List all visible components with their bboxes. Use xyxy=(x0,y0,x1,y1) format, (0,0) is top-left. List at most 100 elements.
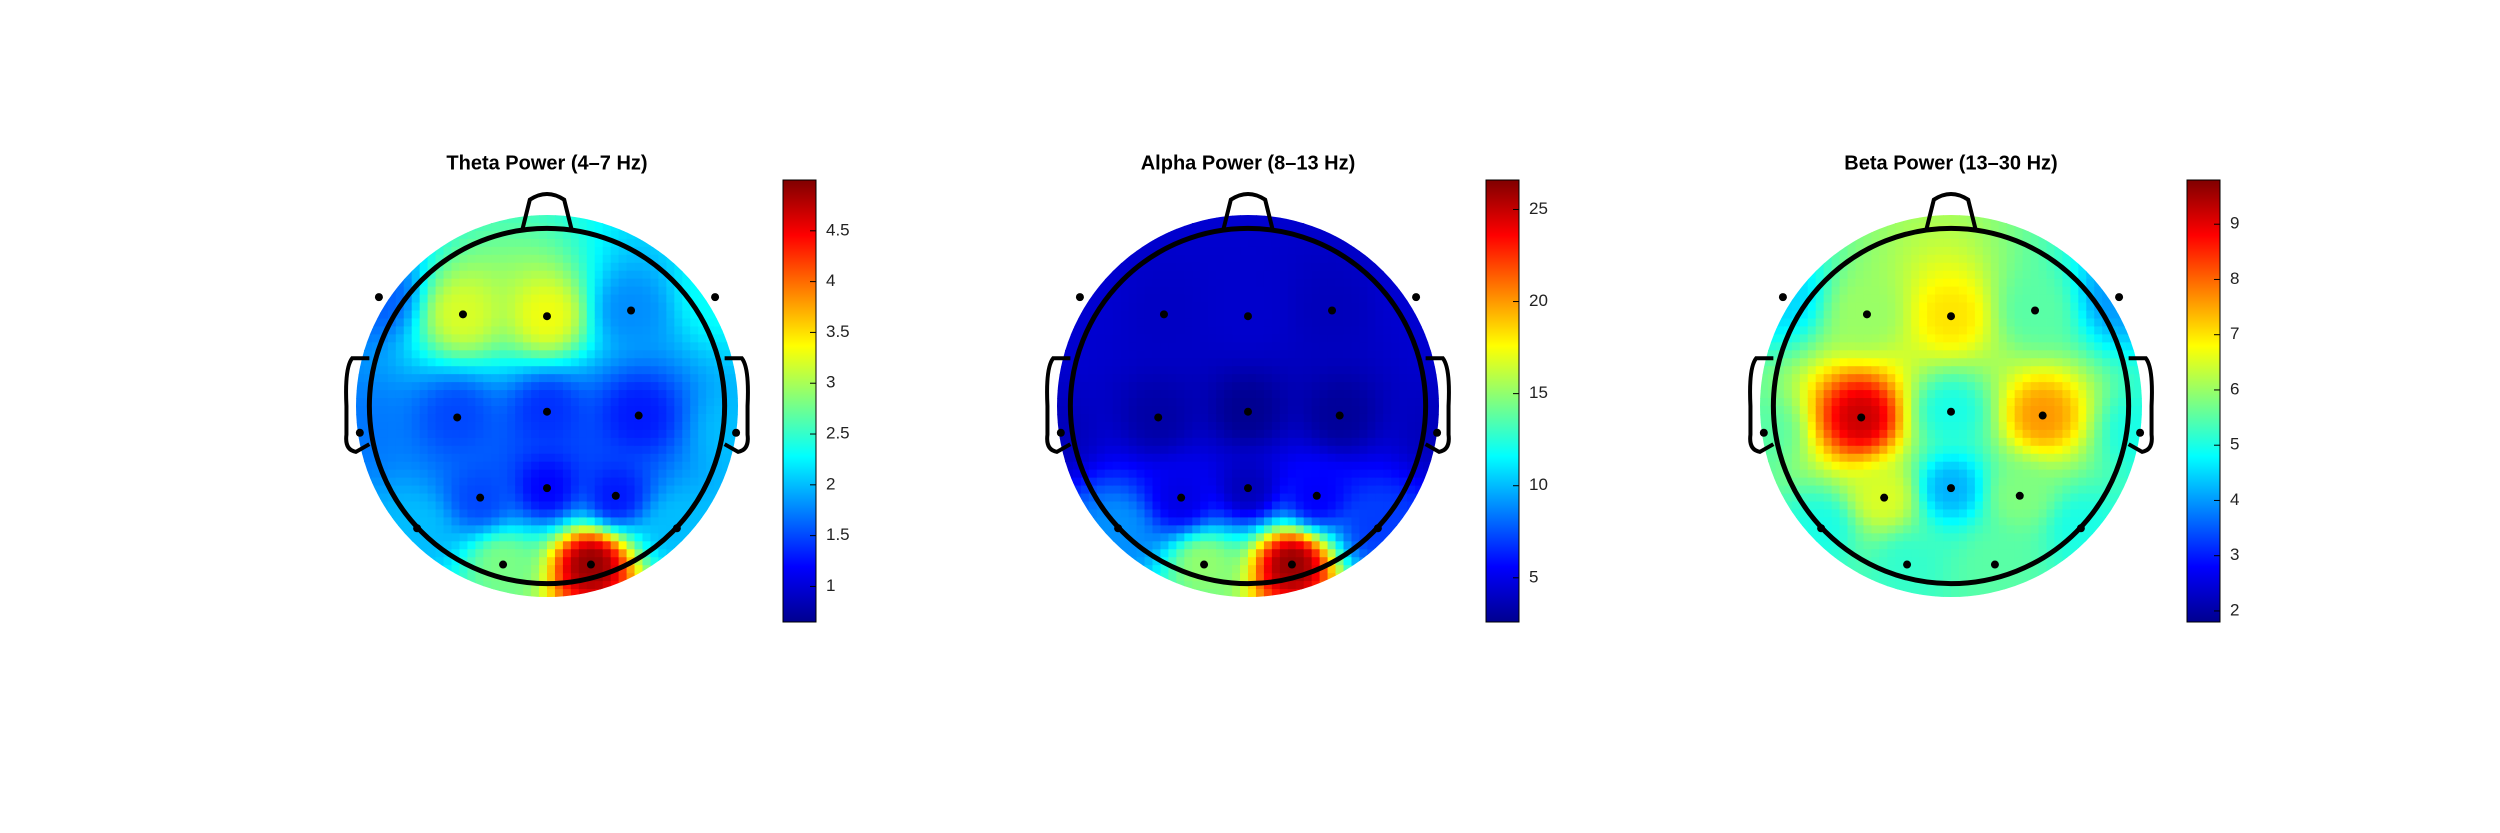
heat-cell xyxy=(610,541,620,550)
heat-cell xyxy=(1104,437,1114,447)
heat-cell xyxy=(1255,350,1265,359)
heat-cell xyxy=(411,541,421,550)
heat-cell xyxy=(1815,350,1825,359)
heat-cell xyxy=(674,406,683,415)
heat-cell xyxy=(1311,501,1321,511)
heat-cell xyxy=(1224,557,1233,566)
heat-cell xyxy=(658,461,667,471)
heat-cell xyxy=(1903,302,1912,312)
heat-cell xyxy=(515,437,524,447)
heat-cell xyxy=(1839,270,1849,280)
heat-cell xyxy=(523,398,532,407)
heat-cell xyxy=(1799,294,1809,304)
heat-cell xyxy=(626,262,636,272)
heat-cell xyxy=(1080,509,1090,519)
heat-cell xyxy=(1232,421,1241,431)
heat-cell xyxy=(1807,437,1817,447)
heat-cell xyxy=(594,565,604,574)
heat-cell xyxy=(1128,262,1138,272)
heat-cell xyxy=(1895,437,1904,447)
heat-cell xyxy=(531,437,540,447)
heat-cell xyxy=(1887,215,1896,224)
heat-cell xyxy=(1919,453,1928,463)
heat-cell xyxy=(1335,238,1345,248)
colorbar-tick-label: 2 xyxy=(826,474,835,493)
heat-cell xyxy=(634,366,644,375)
heat-cell xyxy=(1303,222,1313,232)
heat-cell xyxy=(1351,461,1361,471)
heat-cell xyxy=(1263,366,1273,375)
heat-cell xyxy=(1943,366,1952,375)
heat-cell xyxy=(1783,390,1793,399)
heat-cell xyxy=(1927,493,1936,503)
heat-cell xyxy=(1224,581,1233,590)
heat-cell xyxy=(1160,302,1170,312)
heat-cell xyxy=(1176,398,1185,407)
heat-cell xyxy=(1216,246,1225,256)
heat-cell xyxy=(1208,286,1217,296)
heat-cell xyxy=(451,286,461,296)
heat-cell xyxy=(1935,541,1944,550)
heat-cell xyxy=(1407,437,1416,447)
heat-cell xyxy=(371,310,381,320)
heat-cell xyxy=(1192,254,1201,264)
heat-cell xyxy=(666,342,675,351)
heat-cell xyxy=(451,262,461,272)
heat-cell xyxy=(1263,390,1273,399)
heat-cell xyxy=(1335,286,1345,296)
heat-cell xyxy=(1152,382,1162,391)
heat-cell xyxy=(1423,350,1432,359)
heat-cell xyxy=(1815,517,1825,526)
heat-cell xyxy=(658,437,667,447)
heat-cell xyxy=(435,398,445,407)
heat-cell xyxy=(403,334,413,343)
heat-cell xyxy=(1232,517,1241,526)
heat-cell xyxy=(594,342,604,351)
heat-cell xyxy=(451,390,461,399)
heat-cell xyxy=(1919,302,1928,312)
heat-cell xyxy=(1255,525,1265,534)
heat-cell xyxy=(435,517,445,526)
heat-cell xyxy=(1072,334,1082,343)
heat-cell xyxy=(515,453,524,463)
heat-cell xyxy=(1879,230,1888,240)
heat-cell xyxy=(642,517,652,526)
heat-cell xyxy=(1791,286,1801,296)
heat-cell xyxy=(1200,565,1209,574)
heat-cell xyxy=(1767,477,1777,487)
heat-cell xyxy=(1319,222,1329,232)
heat-cell xyxy=(1423,461,1432,471)
heat-cell xyxy=(1080,342,1090,351)
heat-cell xyxy=(594,589,604,597)
heat-cell xyxy=(714,374,723,383)
heat-cell xyxy=(1895,541,1904,550)
heat-cell xyxy=(1327,294,1337,304)
heat-cell xyxy=(610,461,620,471)
heat-cell xyxy=(1351,342,1361,351)
heat-cell xyxy=(562,469,572,479)
heat-cell xyxy=(435,390,445,399)
heat-cell xyxy=(379,382,389,391)
heat-cell xyxy=(1775,493,1785,503)
heat-cell xyxy=(690,350,699,359)
heat-cell xyxy=(483,310,492,320)
heat-cell xyxy=(491,525,500,534)
heat-cell xyxy=(1208,262,1217,272)
heat-cell xyxy=(642,493,652,503)
heat-cell xyxy=(499,398,508,407)
heat-cell xyxy=(1823,246,1833,256)
heat-cell xyxy=(1855,501,1865,511)
heat-cell xyxy=(1184,461,1193,471)
heat-cell xyxy=(443,382,453,391)
heat-cell xyxy=(1232,230,1241,240)
heat-cell xyxy=(379,310,389,320)
heat-cell xyxy=(1783,398,1793,407)
heat-cell xyxy=(1943,421,1952,431)
heat-cell xyxy=(1911,573,1920,582)
heat-cell xyxy=(459,565,469,574)
heat-cell xyxy=(1248,445,1257,455)
heat-cell xyxy=(531,429,540,439)
heat-cell xyxy=(1303,254,1313,264)
heat-cell xyxy=(499,334,508,343)
heat-cell xyxy=(578,541,588,550)
